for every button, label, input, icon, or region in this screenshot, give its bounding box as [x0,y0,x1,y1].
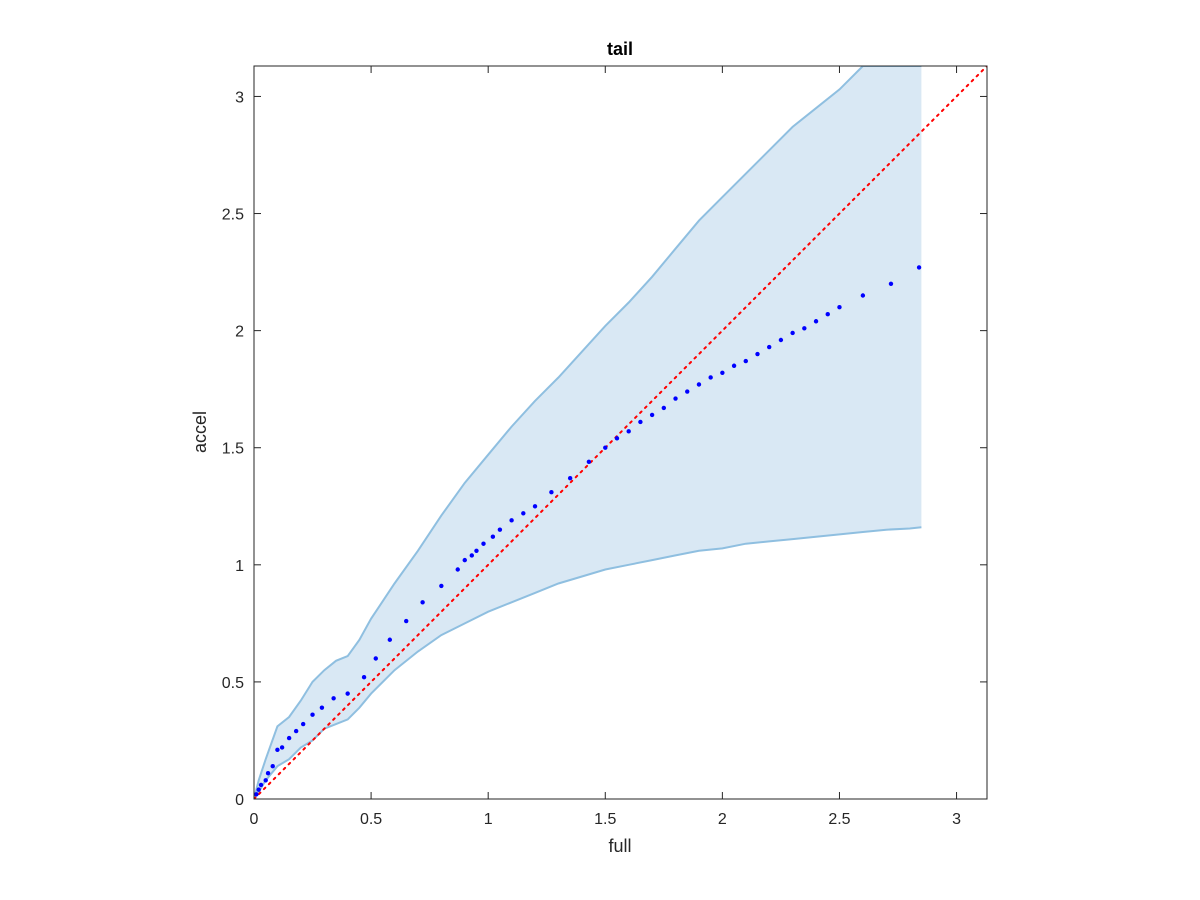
data-point [743,358,748,364]
data-point [310,712,315,717]
y-tick-label: 2 [235,324,244,341]
data-point [673,396,678,401]
data-point [293,728,299,734]
data-point [404,618,409,624]
data-point [685,389,690,394]
data-point [420,600,425,605]
data-point [387,637,393,642]
chart-title: tail [607,39,633,59]
data-point [331,696,336,701]
data-point [567,475,573,481]
x-tick-label: 1 [484,811,493,828]
data-point [521,511,526,516]
data-point [790,330,795,336]
y-tick-label: 2.5 [222,207,244,224]
data-point [532,504,538,509]
y-tick-label: 0 [235,792,244,809]
data-point [603,445,608,450]
data-point [888,281,894,286]
x-axis-label: full [608,836,631,856]
band-upper-edge [254,66,922,799]
plot-content [254,66,987,799]
data-point [286,735,292,741]
x-tick-label: 0 [250,811,259,828]
data-point [755,351,760,357]
data-point [586,459,592,464]
y-tick-label: 3 [235,89,244,106]
x-tick-label: 0.5 [360,811,382,828]
data-point [802,326,807,331]
data-point [256,787,261,792]
data-point [373,656,378,661]
data-point [778,337,784,343]
data-point [708,375,713,380]
data-point [649,412,655,418]
plot-area [254,66,987,799]
y-tick-label: 1 [235,558,244,575]
data-point [720,370,725,375]
data-point [626,429,631,434]
data-point [275,747,280,753]
data-point [696,382,702,387]
data-point [462,557,467,563]
data-point [509,518,514,523]
y-tick-label: 0.5 [222,675,244,692]
axes-frame [253,65,988,800]
reference-line [254,66,987,799]
data-point [860,293,866,298]
data-point [263,778,268,783]
x-tick-label: 2.5 [828,811,850,828]
data-point [731,363,737,368]
data-point [254,792,259,797]
data-point [825,312,830,317]
data-point [300,721,306,727]
data-point [638,419,643,425]
data-point [481,541,486,546]
data-point [474,548,479,553]
data-point [279,745,285,750]
data-point [455,567,460,572]
data-point [813,319,819,324]
data-point [916,265,922,270]
data-point [837,305,842,310]
band-fill [254,66,922,799]
band-lower-edge [254,526,922,799]
data-point [767,344,772,350]
data-point [319,705,325,710]
data-point [265,771,271,776]
data-point [469,553,474,558]
data-point [345,691,350,696]
data-point [270,764,275,769]
data-point [361,675,367,680]
x-tick-label: 2 [718,811,727,828]
data-point [614,436,620,441]
data-point [439,583,444,589]
data-point [490,534,496,539]
y-tick-label: 1.5 [222,441,244,458]
x-tick-label: 3 [952,811,961,828]
data-point [549,490,554,495]
data-point [661,405,667,411]
data-point [258,782,264,788]
x-tick-label: 1.5 [594,811,616,828]
data-point [497,527,503,532]
axis-ticks: 0 0.5 1 1.5 2 2.5 3 0 0.5 1 1.5 2 2.5 3 [222,66,987,828]
y-axis-label: accel [190,411,210,453]
